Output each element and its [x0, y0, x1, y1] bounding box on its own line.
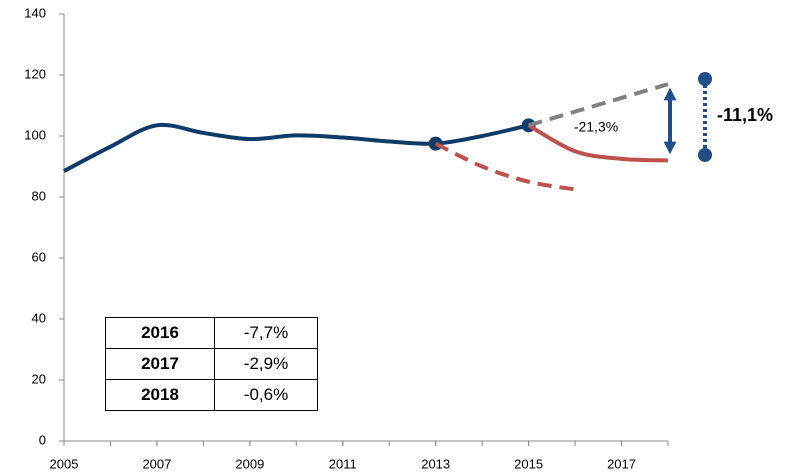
- x-tick-label: 2015: [514, 456, 543, 471]
- y-tick-label: 120: [24, 66, 46, 81]
- annotation: -21,3%: [574, 119, 618, 135]
- y-tick-label: 20: [32, 371, 46, 386]
- table-row: 2017 -2,9%: [105, 348, 318, 380]
- y-tick-label: 0: [39, 432, 46, 447]
- table-row: 2016 -7,7%: [105, 317, 318, 349]
- y-tick-label: 100: [24, 127, 46, 142]
- table-year: 2017: [105, 348, 215, 380]
- table-year: 2018: [105, 379, 215, 411]
- line-series: [63, 122, 530, 173]
- y-tick-label: 80: [32, 188, 46, 203]
- line-series: [527, 123, 669, 163]
- x-tick-label: 2007: [142, 456, 171, 471]
- x-tick-label: 2011: [329, 456, 357, 471]
- table-year: 2016: [105, 317, 215, 349]
- range-end: [698, 72, 712, 86]
- line-series: [528, 82, 669, 128]
- table-value: -0,6%: [214, 379, 318, 411]
- table-value: -7,7%: [214, 317, 318, 349]
- line-series: [434, 141, 576, 192]
- x-tick-label: 2017: [607, 456, 636, 471]
- summary-table: 2016 -7,7% 2017 -2,9% 2018 -0,6%: [105, 317, 318, 411]
- y-tick-label: 60: [32, 249, 46, 264]
- range-end: [698, 148, 712, 162]
- y-tick-label: 40: [32, 310, 46, 325]
- table-row: 2018 -0,6%: [105, 379, 318, 411]
- y-tick-label: 140: [24, 5, 46, 20]
- x-tick-label: 2013: [421, 456, 450, 471]
- x-tick-label: 2009: [235, 456, 264, 471]
- annotation: -11,1%: [717, 105, 773, 125]
- x-tick-label: 2005: [50, 456, 79, 471]
- table-value: -2,9%: [214, 348, 318, 380]
